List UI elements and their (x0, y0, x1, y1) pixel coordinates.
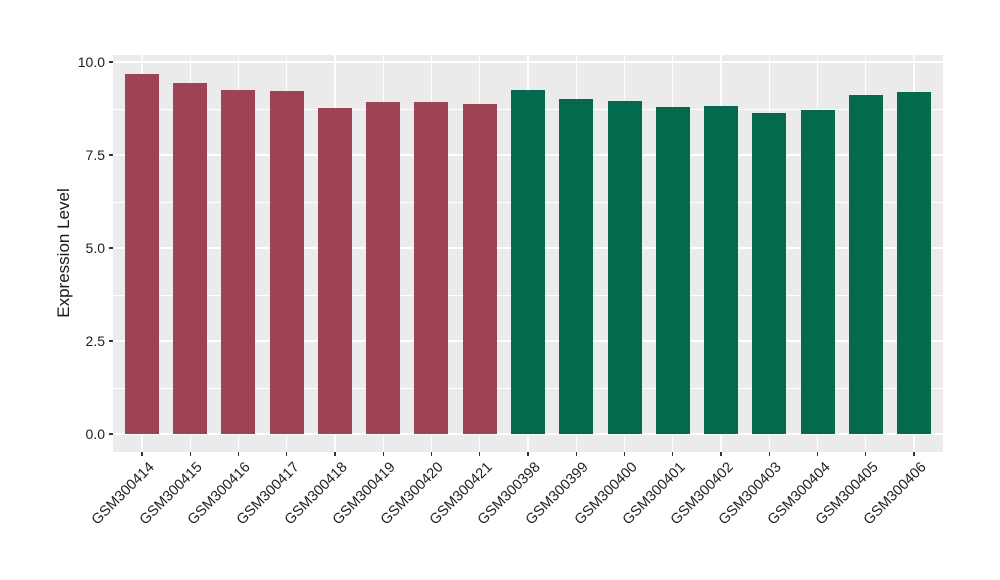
x-tick (720, 452, 722, 456)
bar-GSM300415 (173, 82, 208, 434)
y-tick-label: 7.5 (85, 147, 105, 163)
x-tick (141, 452, 143, 456)
y-tick-label: 5.0 (85, 240, 105, 256)
x-tick (527, 452, 529, 456)
x-tick (286, 452, 288, 456)
bar-GSM300405 (848, 95, 883, 434)
x-tick (479, 452, 481, 456)
x-tick (672, 452, 674, 456)
x-tick (189, 452, 191, 456)
bar-GSM300402 (704, 105, 739, 434)
y-tick (109, 247, 113, 249)
y-tick (109, 340, 113, 342)
x-tick (623, 452, 626, 456)
x-tick (865, 452, 867, 456)
y-tick (109, 154, 113, 156)
bar-GSM300401 (655, 107, 690, 434)
bar-GSM300403 (752, 112, 787, 434)
bar-GSM300399 (559, 98, 594, 434)
y-tick-label: 2.5 (85, 333, 105, 349)
y-tick-label: 0.0 (85, 426, 105, 442)
x-tick (913, 452, 915, 456)
bar-GSM300418 (317, 107, 352, 434)
bar-GSM300414 (124, 74, 159, 434)
bar-GSM300417 (269, 91, 304, 434)
x-tick (237, 452, 240, 456)
y-tick (109, 433, 113, 435)
bar-GSM300421 (462, 103, 497, 434)
bar-GSM300406 (897, 92, 932, 434)
bar-GSM300404 (800, 109, 835, 434)
bar-GSM300398 (511, 90, 545, 434)
x-tick (334, 452, 336, 456)
x-tick (430, 452, 433, 456)
bar-GSM300416 (221, 89, 256, 434)
bar-GSM300400 (607, 101, 642, 434)
bar-GSM300419 (366, 101, 401, 434)
y-tick-label: 10.0 (77, 54, 105, 70)
x-tick (575, 452, 577, 456)
y-tick (109, 61, 113, 63)
x-tick (382, 452, 384, 456)
bar-GSM300420 (414, 101, 449, 434)
plot-panel (113, 55, 943, 452)
x-tick (768, 452, 770, 456)
x-tick (816, 452, 819, 456)
